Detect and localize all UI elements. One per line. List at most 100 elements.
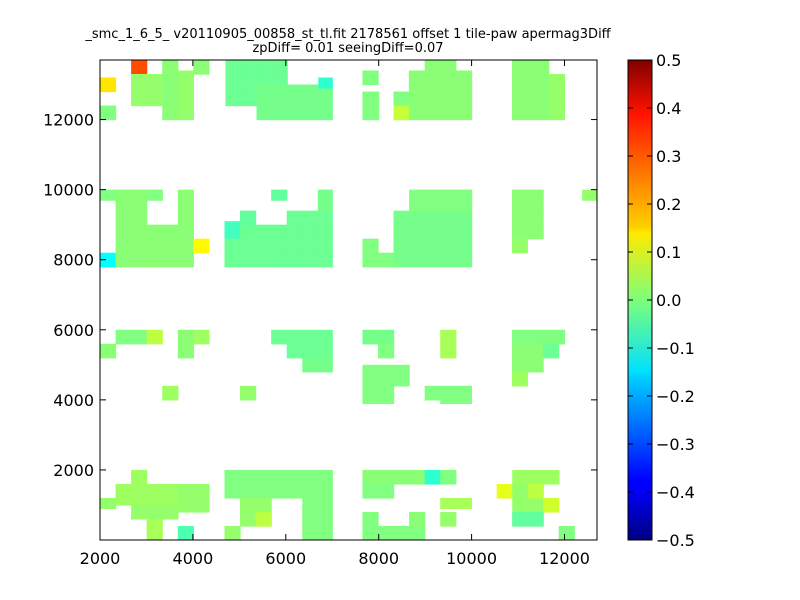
heatmap-cell — [548, 105, 565, 121]
heatmap-cell — [548, 74, 565, 79]
heatmap-cell — [302, 497, 319, 513]
x-tick-label: 2000 — [80, 549, 121, 568]
heatmap-cell — [318, 105, 333, 121]
heatmap-cell — [527, 60, 544, 65]
heatmap-cell — [256, 105, 273, 121]
heatmap-cell — [548, 91, 565, 107]
heatmap-cell — [455, 385, 472, 390]
heatmap-cell — [302, 511, 319, 527]
heatmap-cell — [131, 490, 148, 506]
heatmap-cell — [455, 497, 472, 510]
heatmap-cell — [424, 252, 441, 268]
heatmap-cell — [115, 196, 132, 212]
heatmap-cell — [564, 91, 566, 107]
heatmap-cell — [527, 189, 544, 198]
heatmap-cell — [240, 77, 258, 93]
heatmap-cell — [100, 105, 117, 121]
heatmap-cell — [543, 60, 550, 65]
y-tick-label: 6000 — [53, 321, 94, 340]
heatmap-cell — [455, 210, 472, 226]
heatmap-cell — [240, 511, 257, 527]
heatmap-cell — [362, 389, 379, 404]
heatmap-cell — [100, 189, 117, 201]
heatmap-cell — [286, 329, 303, 345]
heatmap-cell — [455, 77, 472, 93]
heatmap-cell — [527, 224, 544, 240]
heatmap-cell — [393, 210, 410, 226]
heatmap-cell — [471, 105, 473, 121]
heatmap-cell — [362, 70, 379, 86]
heatmap-cell — [318, 91, 333, 107]
heatmap-cell — [564, 74, 566, 79]
x-tick-label: 8000 — [358, 549, 399, 568]
heatmap-cell — [527, 105, 544, 121]
heatmap-cell — [131, 60, 148, 75]
heatmap-cell — [424, 77, 441, 93]
heatmap-cell — [511, 189, 529, 198]
heatmap-cell — [527, 469, 544, 485]
heatmap-cell — [271, 483, 288, 499]
heatmap-cell — [224, 238, 241, 254]
heatmap-cells — [100, 60, 597, 540]
heatmap-cell — [455, 105, 472, 121]
heatmap-cell — [146, 224, 163, 240]
heatmap-cell — [564, 105, 566, 121]
heatmap-cell — [362, 252, 379, 268]
heatmap-cell — [272, 84, 289, 93]
heatmap-cell — [377, 371, 395, 387]
heatmap-cell — [240, 469, 257, 485]
heatmap-cell — [162, 63, 179, 79]
heatmap-cell — [146, 77, 163, 93]
heatmap-cell — [409, 252, 426, 268]
heatmap-cell — [287, 91, 304, 107]
heatmap-cell — [440, 105, 457, 121]
heatmap-cell — [240, 224, 257, 240]
heatmap-cell — [146, 74, 163, 79]
heatmap-cell — [131, 252, 148, 268]
heatmap-cell — [271, 329, 288, 345]
heatmap-cell — [115, 490, 132, 506]
heatmap-cell — [393, 364, 410, 373]
heatmap-cell — [272, 91, 289, 107]
heatmap-cell — [271, 238, 288, 254]
heatmap-cell — [409, 196, 426, 212]
colorbar-tick-label: 0.0 — [656, 291, 681, 310]
x-axis: 2000 4000 6000 8000 10000 12000 — [80, 60, 590, 568]
heatmap-cell — [511, 210, 529, 226]
heatmap-cell — [512, 483, 529, 499]
heatmap-cell — [511, 77, 529, 93]
heatmap-cell — [146, 490, 163, 506]
heatmap-cell — [393, 525, 410, 540]
heatmap-cell — [177, 238, 194, 254]
heatmap-cell — [162, 238, 179, 254]
heatmap-cell — [564, 77, 566, 93]
heatmap-cell — [286, 252, 303, 268]
heatmap-cell — [286, 238, 303, 254]
heatmap-cell — [240, 238, 257, 254]
heatmap-cell — [131, 74, 148, 79]
plot-frame — [99, 59, 598, 541]
heatmap-cell — [317, 343, 333, 359]
heatmap-cell — [100, 77, 117, 93]
heatmap-cell — [527, 343, 544, 359]
heatmap-cell — [256, 60, 273, 65]
heatmap-cell — [393, 238, 410, 254]
heatmap-cell — [408, 77, 426, 93]
heatmap-cell — [543, 77, 550, 93]
heatmap-cell — [177, 224, 194, 240]
heatmap-cell — [527, 329, 544, 345]
heatmap-cell — [146, 504, 163, 520]
heatmap-cell — [511, 91, 529, 107]
heatmap-cell — [440, 469, 457, 485]
heatmap-cell — [512, 511, 529, 527]
heatmap-cell — [317, 469, 333, 485]
heatmap-cell — [377, 329, 395, 345]
colorbar-tick-label: 0.1 — [656, 243, 681, 262]
heatmap-cell — [225, 63, 242, 79]
heatmap-cell — [146, 525, 163, 540]
heatmap-cell — [317, 483, 333, 499]
heatmap-cell — [286, 469, 303, 485]
heatmap-cell — [317, 252, 333, 268]
y-axis: 2000 4000 6000 8000 10000 12000 — [43, 111, 597, 480]
heatmap-cell — [377, 364, 395, 373]
